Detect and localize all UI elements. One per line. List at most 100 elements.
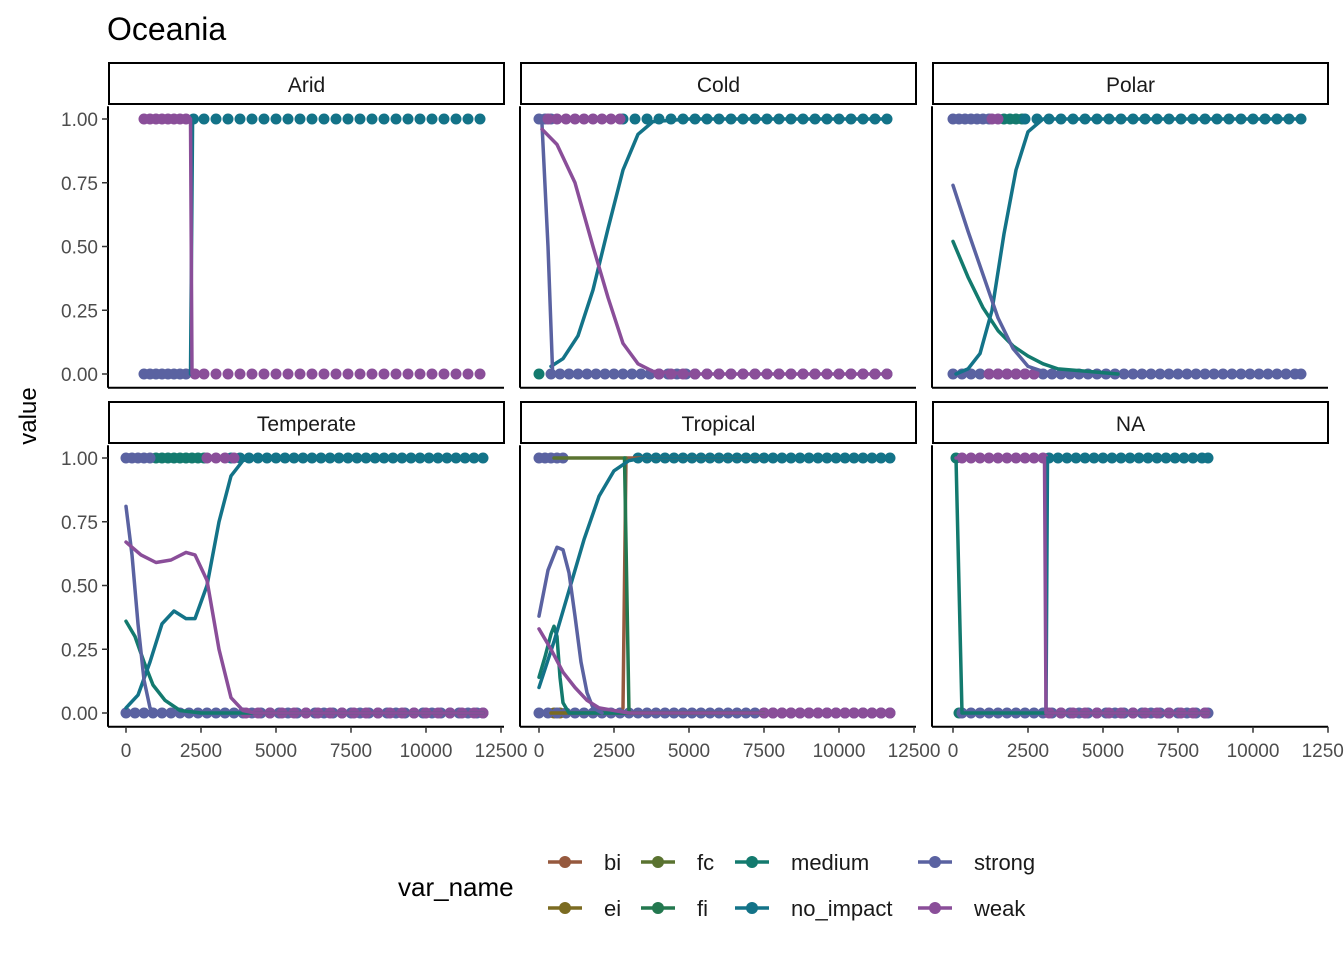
strip-cold <box>520 62 917 105</box>
point-cold-weak-one-1 <box>551 113 563 125</box>
point-polar-weak-zero-2 <box>1001 368 1013 380</box>
point-arid-weak-zero-6 <box>258 368 270 380</box>
point-arid-no-impact-one-13 <box>342 113 354 125</box>
point-arid-no-impact-one-22 <box>450 113 462 125</box>
point-cold-weak-one-0 <box>542 113 554 125</box>
point-cold-strong-zero-4 <box>581 368 593 380</box>
point-arid-weak-zero-22 <box>450 368 462 380</box>
strip-label-cold: Cold <box>697 74 740 97</box>
point-polar-strong-zero-31 <box>1226 368 1238 380</box>
strip-label-na: NA <box>1116 413 1145 436</box>
strip-label-temperate: Temperate <box>257 413 356 436</box>
line-tropical-no-impact <box>537 456 892 690</box>
x-tick-label-tropical-1: 2500 <box>593 741 635 762</box>
point-temperate-strong-zero-2 <box>138 707 150 719</box>
y-tick-label-arid-0: 0.00 <box>61 365 98 386</box>
point-arid-no-impact-one-2 <box>210 113 222 125</box>
legend-key-point-ei <box>559 902 571 914</box>
x-tick-label-temperate-5: 12500 <box>475 741 528 762</box>
y-tick-label-arid-2: 0.50 <box>61 238 98 259</box>
point-arid-no-impact-one-4 <box>234 113 246 125</box>
legend-key-point-strong <box>929 856 941 868</box>
point-arid-weak-zero-18 <box>402 368 414 380</box>
legend-key-point-fi <box>652 902 664 914</box>
strip-label-arid: Arid <box>288 74 325 97</box>
x-tick-label-tropical-4: 10000 <box>813 741 866 762</box>
legend-label-strong: strong <box>974 850 1035 875</box>
legend-title: var_name <box>398 872 514 902</box>
point-arid-no-impact-one-8 <box>282 113 294 125</box>
point-arid-weak-zero-19 <box>414 368 426 380</box>
x-tick-label-na-0: 0 <box>948 741 959 762</box>
point-polar-strong-zero-27 <box>1190 368 1202 380</box>
point-arid-no-impact-one-17 <box>390 113 402 125</box>
point-arid-weak-zero-10 <box>306 368 318 380</box>
line-temperate-medium <box>124 619 485 715</box>
point-cold-strong-zero-2 <box>563 368 575 380</box>
panel-arid: Arid 0.00 0.25 0.50 0.75 1.00 <box>61 62 505 389</box>
line-temperate-no-impact <box>124 456 485 710</box>
line-na-weak <box>954 456 1210 715</box>
line-tropical-weak <box>537 627 892 715</box>
point-polar-no-impact-one-0 <box>1019 113 1031 125</box>
point-cold-strong-zero-1 <box>554 368 566 380</box>
line-cold-no-impact <box>549 117 886 369</box>
point-arid-no-impact-one-16 <box>378 113 390 125</box>
legend-key-point-medium <box>746 856 758 868</box>
x-tick-label-tropical-3: 7500 <box>743 741 785 762</box>
line-tropical-bi <box>621 456 766 710</box>
point-arid-weak-zero-3 <box>222 368 234 380</box>
point-arid-no-impact-one-23 <box>462 113 474 125</box>
line-polar-strong <box>951 183 1060 376</box>
point-polar-strong-zero-20 <box>1127 368 1139 380</box>
point-polar-strong-zero-26 <box>1181 368 1193 380</box>
legend-label-ei: ei <box>604 896 621 921</box>
y-tick-label-temperate-4: 1.00 <box>61 449 98 470</box>
point-arid-no-impact-one-3 <box>222 113 234 125</box>
legend-item-weak: weak <box>918 896 1026 921</box>
point-polar-strong-zero-23 <box>1154 368 1166 380</box>
point-cold-weak-zero-19 <box>881 368 893 380</box>
point-arid-no-impact-one-24 <box>474 113 486 125</box>
legend-label-fc: fc <box>697 850 714 875</box>
legend-label-no-impact: no_impact <box>791 896 893 921</box>
point-polar-strong-zero-21 <box>1136 368 1148 380</box>
point-arid-weak-zero-9 <box>294 368 306 380</box>
legend-key-point-fc <box>652 856 664 868</box>
x-tick-label-temperate-1: 2500 <box>180 741 222 762</box>
point-polar-strong-zero-35 <box>1262 368 1274 380</box>
panel-tropical: Tropical 0 2500 5000 7500 10000 12500 <box>519 401 941 762</box>
legend-label-weak: weak <box>973 896 1026 921</box>
point-cold-strong-zero-3 <box>572 368 584 380</box>
point-polar-weak-zero-3 <box>1010 368 1022 380</box>
panel-polar: Polar <box>931 62 1329 389</box>
x-tick-label-temperate-3: 7500 <box>330 741 372 762</box>
point-arid-no-impact-one-19 <box>414 113 426 125</box>
x-tick-label-temperate-4: 10000 <box>400 741 453 762</box>
x-tick-label-na-4: 10000 <box>1227 741 1280 762</box>
point-arid-weak-zero-23 <box>462 368 474 380</box>
legend-item-ei: ei <box>548 896 621 921</box>
point-tropical-strong-zero-1 <box>542 707 554 719</box>
point-temperate-strong-zero-5 <box>165 707 177 719</box>
point-polar-strong-zero-25 <box>1172 368 1184 380</box>
point-polar-strong-zero-39 <box>1295 368 1307 380</box>
y-tick-label-arid-1: 0.25 <box>61 301 98 322</box>
point-arid-weak-zero-5 <box>246 368 258 380</box>
y-tick-label-temperate-3: 0.75 <box>61 513 98 534</box>
x-tick-label-tropical-5: 12500 <box>888 741 941 762</box>
point-temperate-strong-zero-0 <box>120 707 132 719</box>
point-arid-no-impact-one-14 <box>354 113 366 125</box>
point-arid-strong-zero-7 <box>180 368 192 380</box>
panel-cold: Cold <box>519 62 917 389</box>
line-tropical-fi <box>622 456 766 715</box>
x-tick-label-na-5: 12500 <box>1302 741 1344 762</box>
chart-title: Oceania <box>107 11 226 47</box>
legend-item-bi: bi <box>548 850 621 875</box>
legend-key-point-bi <box>559 856 571 868</box>
point-arid-no-impact-one-11 <box>318 113 330 125</box>
panel-temperate: Temperate 0.00 0.25 0.50 0.75 1.00 0 2500 5000 75… <box>61 401 528 762</box>
legend-item-fc: fc <box>641 850 714 875</box>
point-arid-weak-zero-24 <box>474 368 486 380</box>
